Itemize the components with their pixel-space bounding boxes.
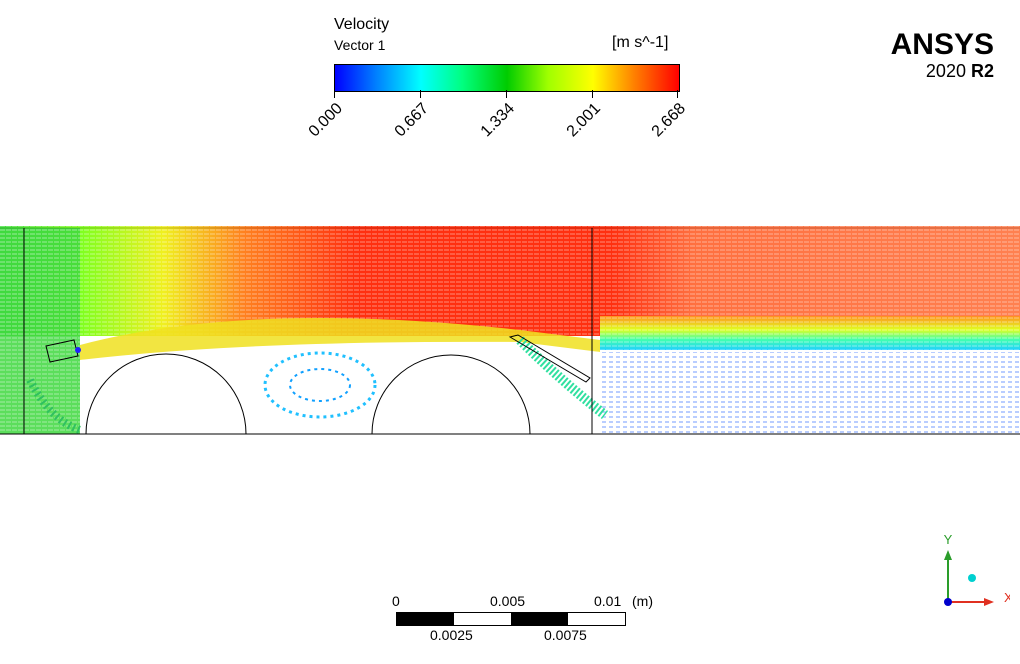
- scale-segment: [397, 613, 454, 625]
- ansys-version: 2020 R2: [884, 60, 994, 82]
- legend-tick: [506, 90, 507, 98]
- bump-right: [371, 354, 531, 435]
- legend-tick: [420, 90, 421, 98]
- scale-label: 0.005: [490, 593, 526, 609]
- scale-segment: [511, 613, 568, 625]
- bump-left: [85, 353, 247, 435]
- scale-bar: [396, 612, 626, 626]
- legend-tick: [334, 90, 335, 98]
- light-source-icon: [968, 574, 976, 582]
- blade-left: [45, 339, 79, 363]
- ansys-logo: ANSYS 2020 R2: [884, 30, 994, 82]
- legend-title: Velocity: [334, 16, 390, 33]
- scale-label: 0.0025: [430, 627, 473, 643]
- scale-label: 0.01: [594, 593, 622, 609]
- legend-tick: [592, 90, 593, 98]
- z-axis-dot: [944, 598, 952, 606]
- x-arrowhead-icon: [984, 598, 994, 606]
- scale-label: 0.0075: [544, 627, 587, 643]
- legend-subtitle: Vector 1: [334, 37, 386, 53]
- y-arrowhead-icon: [944, 550, 952, 560]
- scale-unit: (m): [632, 593, 653, 609]
- scale-label: 0: [392, 593, 400, 609]
- stagnation-point: [75, 347, 81, 353]
- legend-tick: [677, 90, 678, 98]
- upper-flow-region: [0, 226, 1020, 434]
- axis-triad: Y X: [944, 532, 1010, 606]
- version-year: 2020: [925, 61, 966, 81]
- domain-geometry: [85, 353, 531, 435]
- version-release: R2: [970, 61, 994, 81]
- legend-unit: [m s^-1]: [612, 34, 669, 51]
- blade-right: [508, 334, 591, 383]
- y-axis-label: Y: [944, 532, 953, 547]
- color-legend-bar: [334, 64, 680, 92]
- x-axis-label: X: [1004, 590, 1010, 605]
- ansys-logo-name: ANSYS: [890, 28, 994, 61]
